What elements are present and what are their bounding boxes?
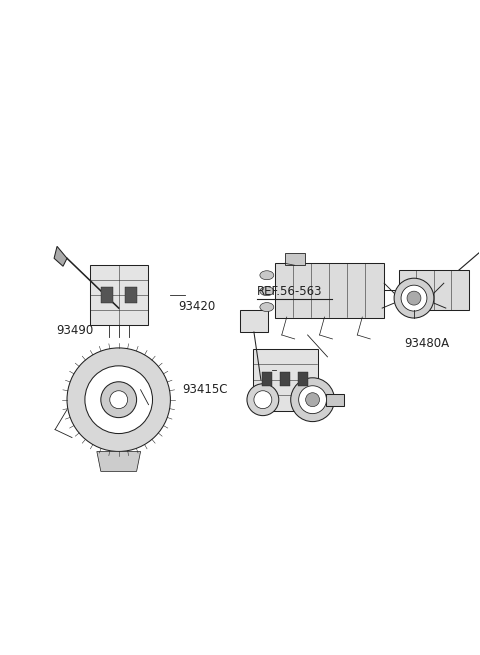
Bar <box>101 287 113 303</box>
Ellipse shape <box>260 287 274 295</box>
Bar <box>262 372 272 386</box>
Polygon shape <box>97 451 141 472</box>
Text: 93490: 93490 <box>56 324 94 337</box>
Circle shape <box>306 393 320 407</box>
Bar <box>275 263 384 318</box>
Ellipse shape <box>260 271 274 280</box>
Ellipse shape <box>260 303 274 312</box>
Text: 93420: 93420 <box>178 300 215 313</box>
Circle shape <box>407 291 421 305</box>
Circle shape <box>247 384 279 416</box>
Bar <box>280 372 290 386</box>
Text: REF.56-563: REF.56-563 <box>257 285 322 298</box>
Bar <box>240 310 268 332</box>
Bar <box>298 372 308 386</box>
Circle shape <box>101 382 137 418</box>
Bar <box>90 265 147 325</box>
Bar <box>326 394 344 405</box>
Circle shape <box>394 278 434 318</box>
Circle shape <box>110 391 128 409</box>
Circle shape <box>299 386 326 414</box>
Bar <box>285 253 305 265</box>
Circle shape <box>254 391 272 409</box>
Bar <box>399 271 468 310</box>
Circle shape <box>401 285 427 311</box>
Bar <box>125 287 137 303</box>
Bar <box>253 349 318 411</box>
Circle shape <box>67 348 170 451</box>
Polygon shape <box>54 246 67 267</box>
Circle shape <box>85 366 153 434</box>
Text: 93480A: 93480A <box>405 337 450 350</box>
Text: 93415C: 93415C <box>183 383 228 396</box>
Circle shape <box>291 378 335 422</box>
